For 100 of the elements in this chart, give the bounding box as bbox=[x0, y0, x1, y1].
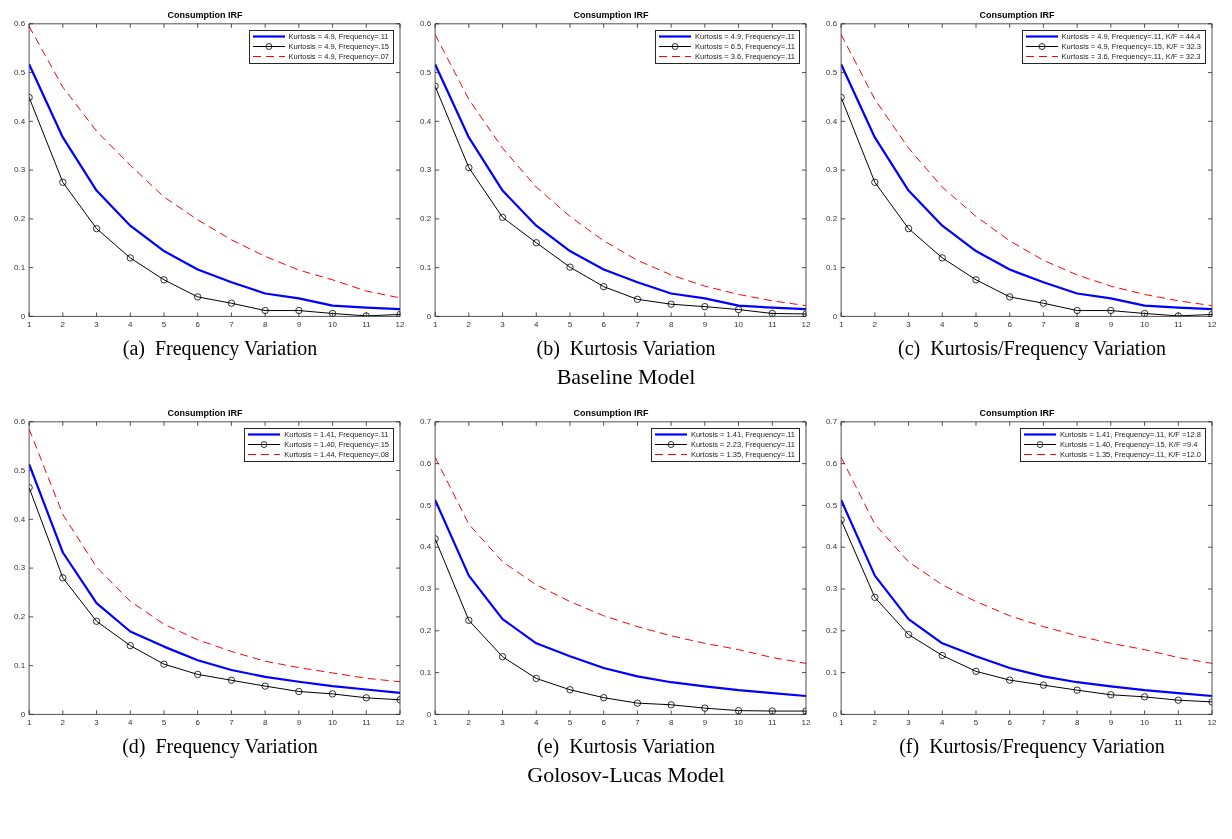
x-tick-label: 4 bbox=[128, 718, 134, 728]
y-tick-label: 0.6 bbox=[420, 19, 432, 28]
x-tick-label: 1 bbox=[838, 718, 844, 728]
x-tick-label: 3 bbox=[500, 718, 506, 728]
point bbox=[295, 306, 303, 315]
text: (f) Kurtosis/Frequency Variation bbox=[898, 734, 1166, 760]
y-tick-label: 0 bbox=[20, 709, 26, 719]
point bbox=[532, 239, 540, 247]
y-tick-label: 0 bbox=[832, 311, 838, 321]
point bbox=[1073, 686, 1081, 694]
x-tick-label: 9 bbox=[1108, 320, 1114, 330]
y-tick-label: 0.7 bbox=[420, 417, 432, 426]
x-tick-label: 9 bbox=[702, 718, 708, 728]
x-tick-label: 10 bbox=[1140, 320, 1150, 330]
x-tick-label: 5 bbox=[973, 320, 979, 330]
point bbox=[701, 704, 709, 712]
y-tick-label: 0.5 bbox=[14, 67, 26, 77]
x-tick-label: 8 bbox=[262, 320, 268, 330]
point bbox=[1039, 681, 1048, 689]
y-tick-label: 0.2 bbox=[14, 214, 26, 224]
x-tick-label: 10 bbox=[734, 718, 744, 728]
chart-title: Consumption IRF bbox=[167, 9, 243, 20]
point bbox=[633, 295, 642, 303]
x-tick-label: 12 bbox=[1207, 718, 1217, 728]
x-tick-label: 8 bbox=[668, 718, 674, 728]
y-tick-label: 0 bbox=[832, 709, 838, 719]
x-tick-label: 5 bbox=[161, 718, 167, 728]
y-tick-label: 0.5 bbox=[420, 500, 432, 510]
y-tick-label: 0.3 bbox=[826, 165, 838, 175]
point bbox=[532, 674, 540, 683]
x-tick-label: 1 bbox=[838, 320, 844, 330]
x-tick-label: 12 bbox=[395, 320, 405, 330]
x-tick-label: 7 bbox=[1041, 320, 1047, 330]
point bbox=[295, 687, 303, 696]
y-tick-label: 0.3 bbox=[14, 563, 26, 573]
point bbox=[600, 694, 608, 702]
y-tick-label: 0.1 bbox=[420, 262, 432, 272]
text: Baseline Model bbox=[555, 363, 697, 391]
x-tick-label: 10 bbox=[1140, 718, 1150, 728]
y-tick-label: 0.5 bbox=[826, 67, 838, 77]
x-tick-label: 12 bbox=[1207, 320, 1217, 330]
point bbox=[667, 300, 675, 308]
x-tick-label: 9 bbox=[702, 320, 708, 330]
point bbox=[768, 707, 776, 715]
point bbox=[734, 305, 743, 314]
x-tick-label: 11 bbox=[1174, 718, 1183, 728]
x-tick-label: 8 bbox=[1074, 718, 1080, 728]
y-tick-label: 0 bbox=[426, 709, 432, 719]
text: (d) Frequency Variation bbox=[121, 734, 319, 760]
x-tick-label: 1 bbox=[26, 320, 32, 330]
y-tick-label: 0.7 bbox=[826, 417, 838, 426]
x-tick-label: 10 bbox=[328, 718, 338, 728]
y-tick-label: 0.1 bbox=[826, 262, 838, 272]
x-tick-label: 7 bbox=[635, 718, 641, 728]
y-tick-label: 0.1 bbox=[14, 660, 26, 670]
point bbox=[938, 254, 946, 262]
point bbox=[498, 653, 507, 661]
x-tick-label: 7 bbox=[1041, 718, 1047, 728]
y-tick-label: 0.2 bbox=[420, 626, 432, 635]
point bbox=[59, 574, 67, 582]
x-tick-label: 4 bbox=[534, 320, 540, 330]
chart-title: Consumption IRF bbox=[573, 407, 649, 418]
x-tick-label: 10 bbox=[328, 320, 338, 330]
point bbox=[1140, 309, 1149, 317]
x-tick-label: 6 bbox=[195, 320, 201, 330]
chart-title: Consumption IRF bbox=[979, 407, 1055, 418]
x-tick-label: 7 bbox=[229, 320, 235, 330]
point bbox=[871, 178, 879, 186]
y-tick-label: 0.4 bbox=[14, 116, 26, 126]
point bbox=[498, 213, 507, 221]
point bbox=[768, 309, 776, 317]
point bbox=[1107, 691, 1115, 699]
y-tick-label: 0.1 bbox=[420, 667, 432, 677]
y-tick-label: 0.4 bbox=[420, 116, 432, 126]
x-tick-label: 5 bbox=[567, 718, 573, 728]
point bbox=[1174, 696, 1182, 704]
y-tick-label: 0.4 bbox=[420, 542, 432, 552]
x-tick-label: 9 bbox=[296, 718, 302, 728]
text: (a) Frequency Variation bbox=[121, 336, 319, 362]
x-tick-label: 4 bbox=[940, 718, 946, 728]
x-tick-label: 11 bbox=[362, 320, 371, 330]
x-tick-label: 11 bbox=[362, 718, 371, 728]
x-tick-label: 6 bbox=[1007, 320, 1013, 330]
point bbox=[227, 299, 236, 307]
y-tick-label: 0 bbox=[426, 311, 432, 321]
text: (b) Kurtosis Variation bbox=[535, 336, 717, 362]
x-tick-label: 12 bbox=[801, 320, 811, 330]
x-tick-label: 5 bbox=[567, 320, 573, 330]
point bbox=[59, 178, 67, 186]
x-tick-label: 12 bbox=[801, 718, 811, 728]
y-tick-label: 0 bbox=[20, 311, 26, 321]
point bbox=[1073, 306, 1081, 315]
point bbox=[871, 593, 879, 601]
y-tick-label: 0.2 bbox=[826, 626, 838, 635]
point bbox=[1140, 693, 1149, 701]
point bbox=[92, 617, 101, 625]
line-series bbox=[29, 25, 400, 299]
point bbox=[1006, 676, 1014, 684]
x-tick-label: 1 bbox=[26, 718, 32, 728]
point bbox=[92, 225, 101, 233]
